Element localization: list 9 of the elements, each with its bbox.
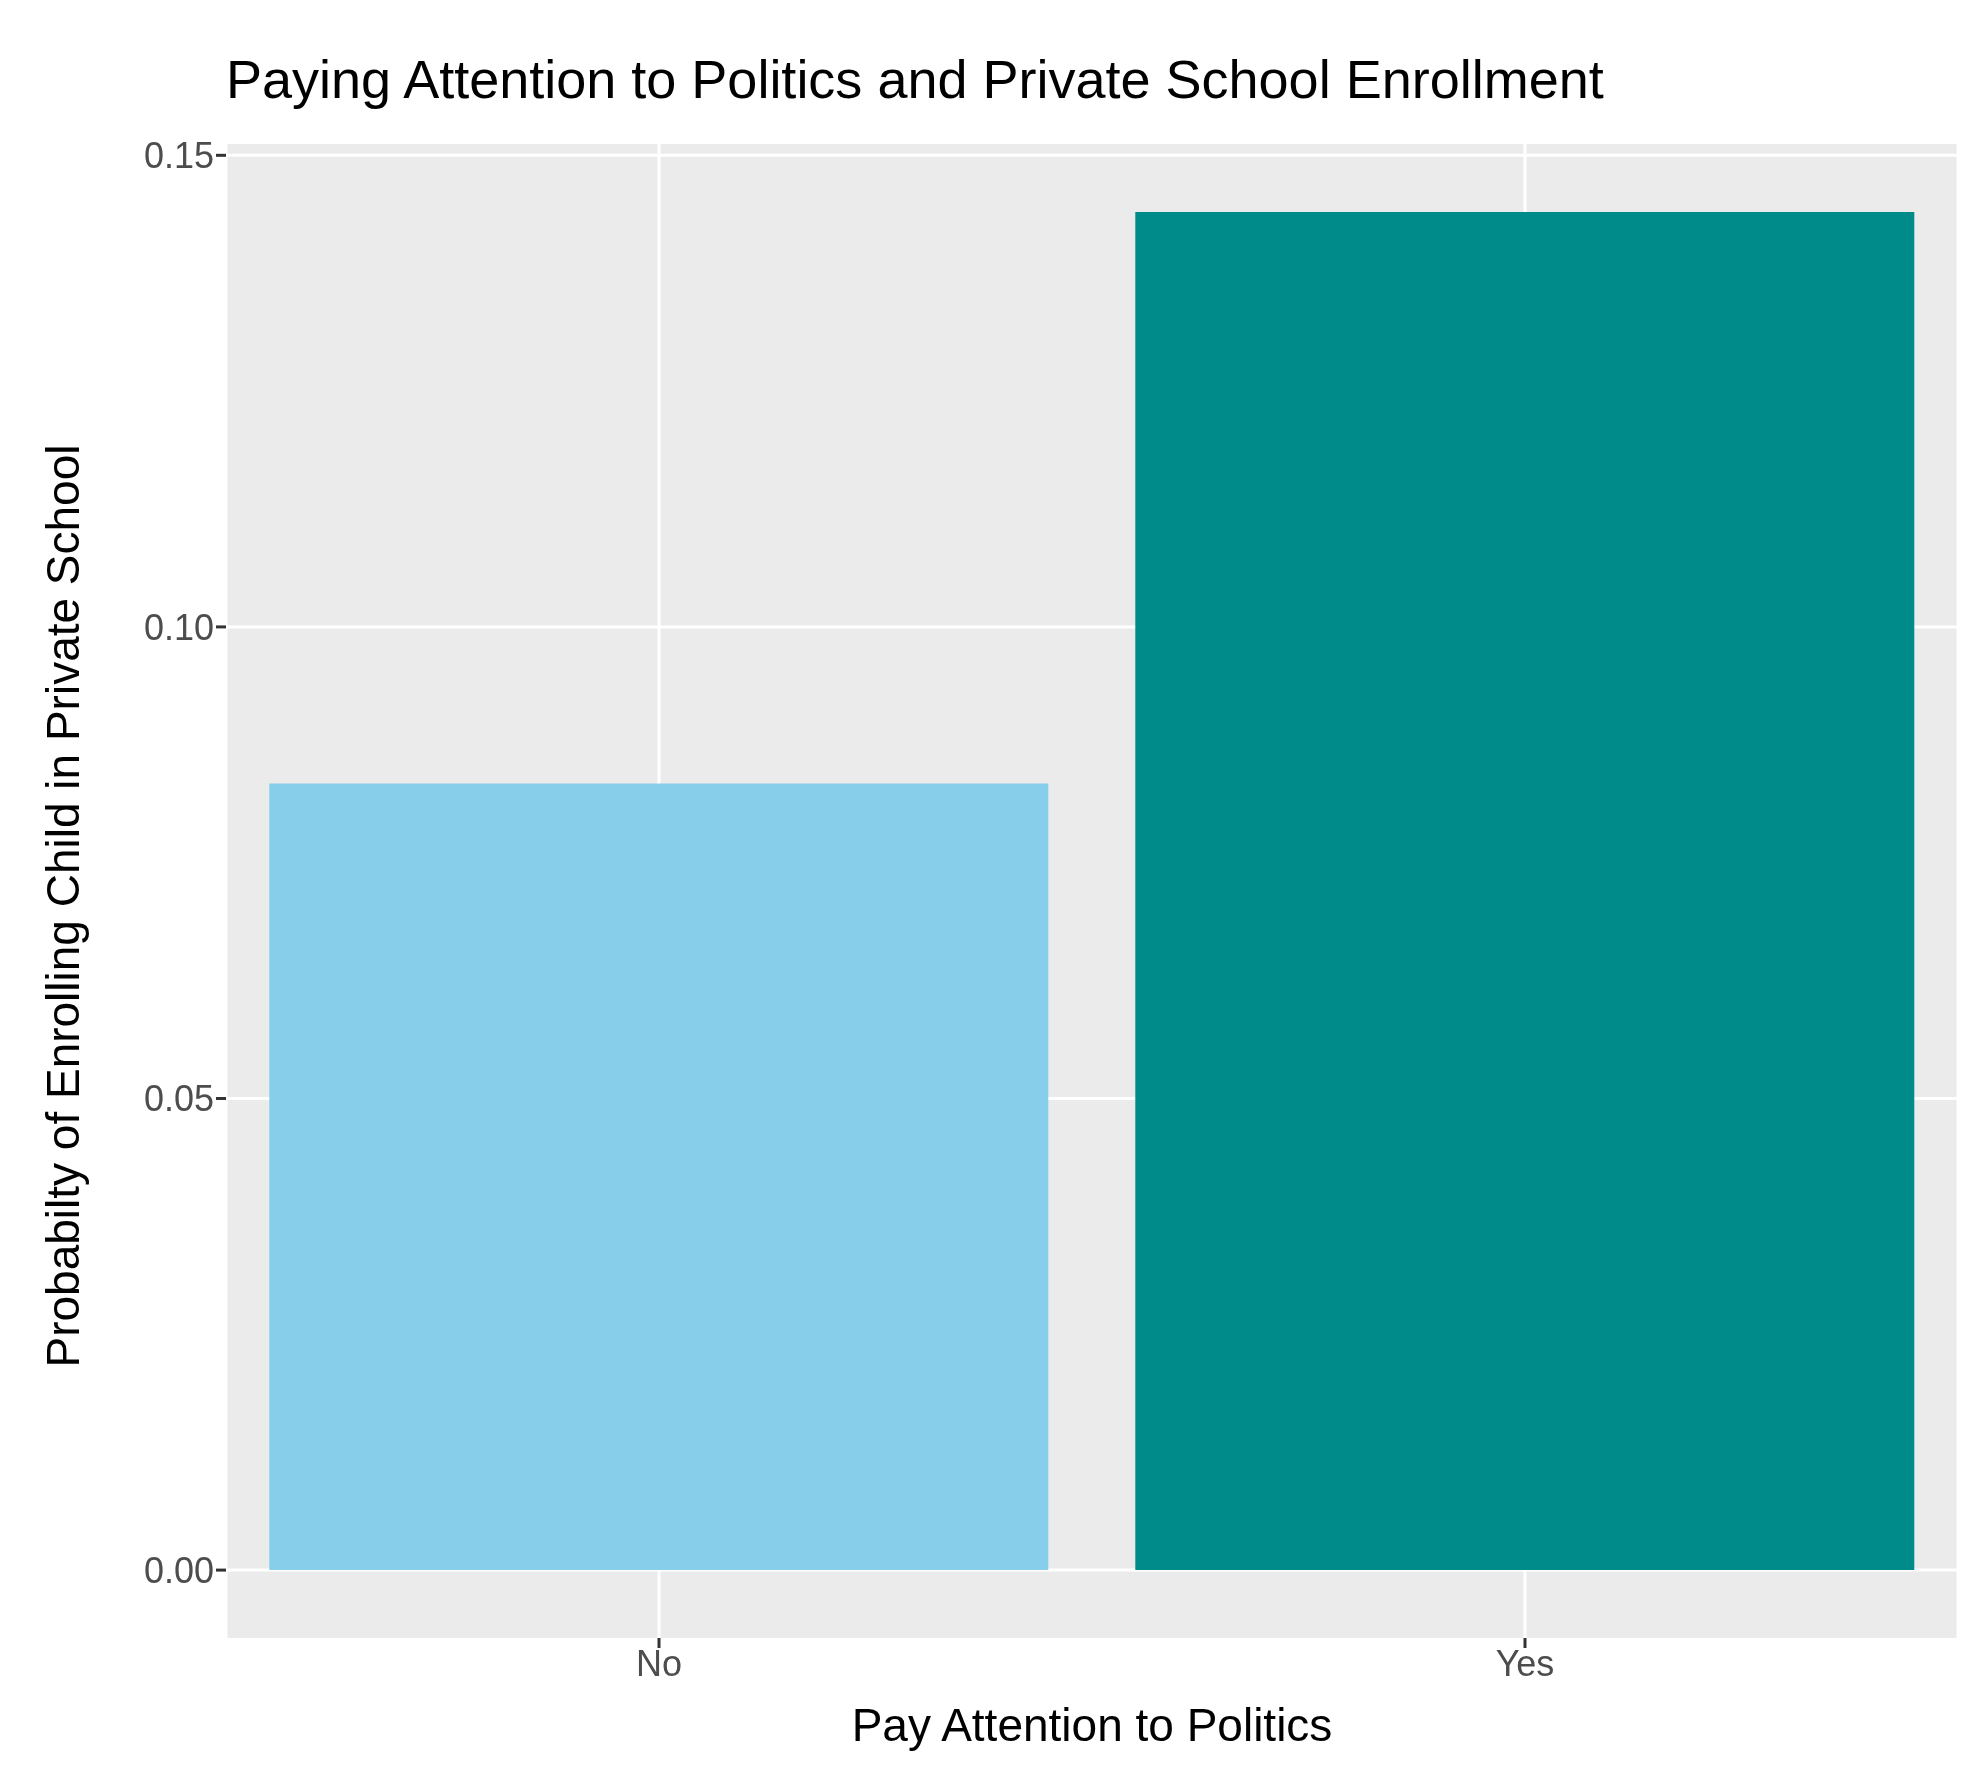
- chart-title: Paying Attention to Politics and Private School Enrollment: [226, 48, 1604, 110]
- y-tick-label: 0.15: [143, 135, 214, 177]
- x-axis-title: Pay Attention to Politics: [850, 1698, 1334, 1752]
- x-tick-label: Yes: [1495, 1642, 1555, 1684]
- y-tick-label: 0.10: [143, 606, 214, 648]
- y-tick-label: 0.00: [143, 1549, 214, 1591]
- y-tick-label: 0.05: [143, 1078, 214, 1120]
- x-tick-label: No: [635, 1642, 683, 1684]
- y-axis-title: Probabilty of Enrolling Child in Private School: [36, 444, 90, 1368]
